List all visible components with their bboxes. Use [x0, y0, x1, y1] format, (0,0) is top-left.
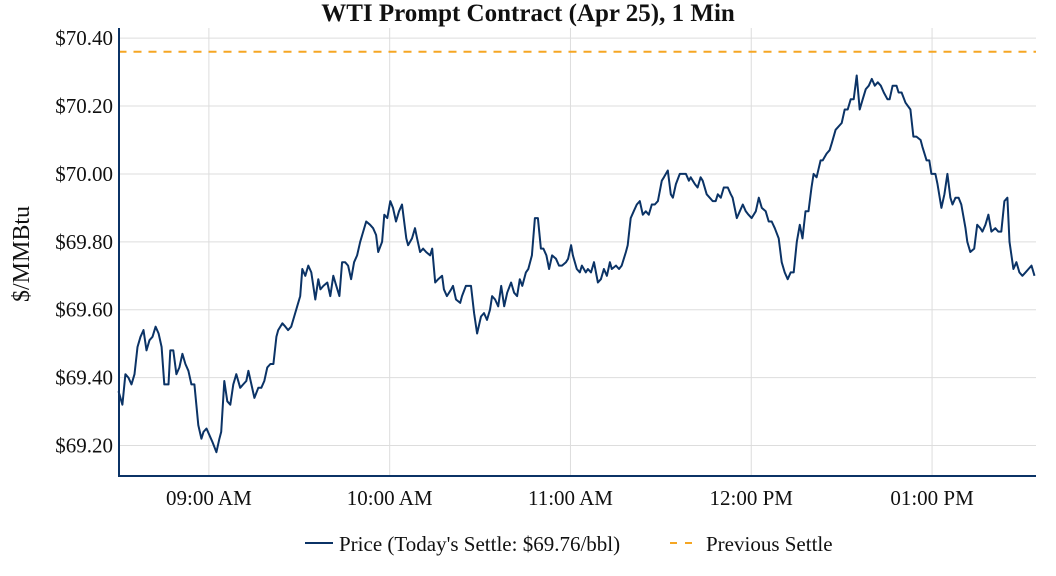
- gridlines: [118, 28, 1036, 476]
- price-line: [117, 74, 1036, 454]
- x-tick-label: 12:00 PM: [710, 486, 794, 510]
- x-tick-label: 01:00 PM: [890, 486, 974, 510]
- series-layer: [117, 50, 1036, 454]
- chart-title: WTI Prompt Contract (Apr 25), 1 Min: [321, 0, 735, 27]
- x-tick-label: 11:00 AM: [528, 486, 613, 510]
- legend-price-label: Price (Today's Settle: $69.76/bbl): [339, 532, 620, 556]
- y-tick-label: $70.00: [55, 162, 113, 186]
- legend: Price (Today's Settle: $69.76/bbl) Previ…: [305, 532, 833, 556]
- legend-item-price[interactable]: Price (Today's Settle: $69.76/bbl): [305, 532, 620, 556]
- y-tick-label: $69.40: [55, 366, 113, 390]
- y-axis-ticks: $70.40 $70.20 $70.00 $69.80 $69.60 $69.40 $69.…: [55, 26, 113, 457]
- y-axis-label: $/MMBtu: [9, 206, 35, 302]
- y-tick-label: $69.20: [55, 433, 113, 457]
- y-tick-label: $70.40: [55, 26, 113, 50]
- y-tick-label: $69.80: [55, 230, 113, 254]
- legend-previous-settle-label: Previous Settle: [706, 532, 833, 556]
- y-tick-label: $69.60: [55, 298, 113, 322]
- x-tick-label: 09:00 AM: [166, 486, 252, 510]
- x-tick-label: 10:00 AM: [347, 486, 433, 510]
- y-tick-label: $70.20: [55, 94, 113, 118]
- legend-item-previous-settle[interactable]: Previous Settle: [670, 532, 833, 556]
- x-axis-ticks: 09:00 AM 10:00 AM 11:00 AM 12:00 PM 01:00 PM: [166, 486, 974, 510]
